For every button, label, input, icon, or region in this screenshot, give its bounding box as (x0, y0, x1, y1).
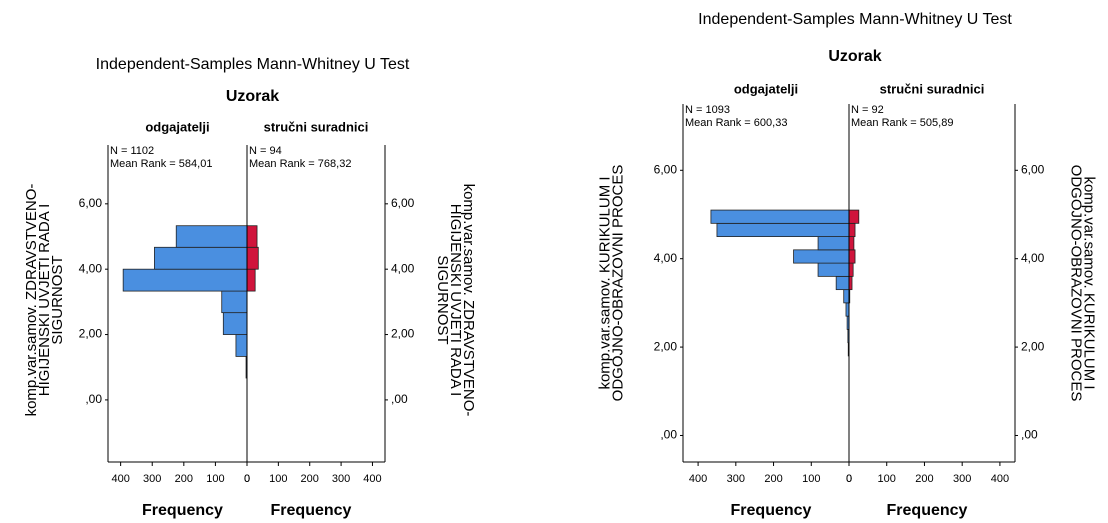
y-axis-label: komp.var.samov. ZDRAVSTVENO- (23, 184, 40, 417)
x-axis-label: Frequency (731, 502, 812, 519)
bar (246, 246, 259, 270)
x-tick-label: 100 (269, 473, 287, 485)
y-tick-label: 6,00 (79, 196, 103, 210)
bar (175, 225, 248, 248)
annotation: Mean Rank = 505,89 (851, 117, 953, 129)
bar (122, 268, 248, 292)
x-tick-label: 0 (244, 473, 250, 485)
annotation: N = 92 (851, 104, 884, 116)
x-axis-label: Frequency (887, 502, 968, 519)
y-tick-label: 4,00 (1021, 251, 1045, 265)
y-tick-label: 4,00 (654, 251, 678, 265)
x-tick-label: 200 (175, 473, 193, 485)
group-header: odgajatelji (145, 119, 209, 134)
x-tick-label: 100 (802, 473, 820, 485)
annotation: Mean Rank = 768,32 (249, 158, 351, 170)
x-tick-label: 400 (363, 473, 381, 485)
y-tick-label: ,00 (1021, 428, 1038, 442)
y-tick-label: 2,00 (654, 339, 678, 353)
x-axis-label: Frequency (271, 502, 352, 519)
y-axis-label: komp.var.samov. KURIKULUM I (1081, 176, 1098, 389)
y-tick-label: 2,00 (1021, 339, 1045, 353)
chart-title: Independent-Samples Mann-Whitney U Test (698, 11, 1012, 28)
x-tick-label: 0 (846, 473, 852, 485)
group-header: stručni suradnici (264, 119, 369, 134)
y-axis-label: ODGOJNO-OBRAZOVNI PROCES (609, 165, 626, 402)
y-tick-label: ,00 (391, 392, 408, 406)
annotation: Mean Rank = 584,01 (110, 158, 212, 170)
y-tick-label: 2,00 (79, 327, 103, 341)
x-tick-label: 200 (764, 473, 782, 485)
y-tick-label: 2,00 (391, 327, 415, 341)
bar (222, 312, 248, 335)
bar (246, 225, 258, 248)
x-tick-label: 0 (244, 473, 250, 485)
bar (716, 222, 850, 237)
bar (848, 249, 856, 264)
y-axis-label: HIGIJENSKI UVJETI RADA I (36, 204, 53, 397)
bar (835, 275, 850, 291)
bar (817, 236, 850, 251)
x-tick-label: 300 (727, 473, 745, 485)
y-axis-label: HIGIJENSKI UVJETI RADA I (447, 204, 464, 397)
y-tick-label: 4,00 (79, 261, 103, 275)
bar (843, 289, 850, 304)
y-tick-label: 6,00 (1021, 162, 1045, 176)
y-tick-label: 4,00 (391, 261, 415, 275)
chart-subtitle: Uzorak (828, 48, 881, 65)
annotation: N = 1102 (110, 145, 154, 157)
x-tick-label: 200 (915, 473, 933, 485)
x-tick-label: 100 (206, 473, 224, 485)
x-tick-label: 400 (689, 473, 707, 485)
y-tick-label: 6,00 (391, 196, 415, 210)
chart-subtitle: Uzorak (226, 88, 279, 105)
y-axis-label: komp.var.samov. ZDRAVSTVENO- (460, 184, 477, 417)
bar (246, 268, 256, 292)
bar (848, 262, 854, 277)
bar (221, 290, 248, 314)
bar (848, 209, 860, 224)
x-tick-label: 200 (301, 473, 319, 485)
bar (235, 334, 248, 357)
y-axis-label: SIGURNOST (434, 255, 451, 344)
y-axis-label: SIGURNOST (49, 255, 66, 344)
bar (817, 262, 850, 277)
y-axis-label: komp.var.samov. KURIKULUM I (596, 176, 613, 389)
group-header: stručni suradnici (880, 81, 985, 96)
y-tick-label: ,00 (660, 428, 677, 442)
bar (793, 249, 850, 264)
annotation: N = 1093 (685, 104, 730, 116)
y-tick-label: 6,00 (654, 162, 678, 176)
bar (848, 222, 856, 237)
group-header: odgajatelji (734, 81, 798, 96)
x-tick-label: 300 (143, 473, 161, 485)
annotation: N = 94 (249, 145, 282, 157)
bar (710, 209, 850, 224)
y-tick-label: ,00 (85, 392, 102, 406)
chart-title: Independent-Samples Mann-Whitney U Test (96, 56, 410, 73)
x-tick-label: 400 (111, 473, 129, 485)
bar (154, 246, 248, 270)
x-tick-label: 400 (991, 473, 1009, 485)
annotation: Mean Rank = 600,33 (685, 117, 787, 129)
x-axis-label: Frequency (142, 502, 223, 519)
x-tick-label: 100 (878, 473, 896, 485)
x-tick-label: 300 (953, 473, 971, 485)
x-tick-label: 0 (846, 473, 852, 485)
y-axis-label: ODGOJNO-OBRAZOVNI PROCES (1068, 165, 1085, 402)
x-tick-label: 300 (332, 473, 350, 485)
bar (848, 236, 855, 251)
